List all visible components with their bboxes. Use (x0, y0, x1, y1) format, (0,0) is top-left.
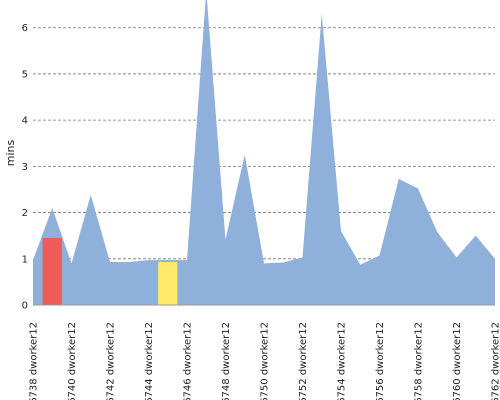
y-tick-label: 5 (22, 69, 28, 80)
x-tick-label: #6740 dworker12 (67, 322, 78, 400)
x-tick-label: #6742 dworker12 (106, 322, 117, 400)
y-tick-label: 6 (22, 23, 28, 34)
x-tick-label: #6760 dworker12 (452, 322, 463, 400)
y-tick-label: 2 (22, 208, 28, 219)
x-tick-label: #6758 dworker12 (414, 322, 425, 400)
highlight-bars (42, 237, 178, 305)
highlight-bar-1 (158, 262, 178, 305)
x-tick-label: #6754 dworker12 (337, 322, 348, 400)
x-tick-label: #6762 dworker12 (491, 322, 500, 400)
x-tick-labels: #6738 dworker12 #6740 dworker12 #6742 dwor… (29, 322, 500, 400)
x-tick-label: #6752 dworker12 (298, 322, 309, 400)
y-tick-labels: 0 1 2 3 4 5 6 (22, 23, 28, 311)
x-tick-label: #6746 dworker12 (183, 322, 194, 400)
y-tick-label: 1 (22, 254, 28, 265)
y-tick-label: 0 (22, 301, 28, 312)
x-tick-label: #6756 dworker12 (375, 322, 386, 400)
y-tick-label: 3 (22, 162, 28, 173)
area-series (33, 0, 495, 305)
x-tick-label: #6738 dworker12 (29, 322, 40, 400)
y-axis-title: mins (4, 139, 17, 166)
x-tick-label: #6744 dworker12 (144, 322, 155, 400)
x-tick-label: #6748 dworker12 (221, 322, 232, 400)
y-tick-label: 4 (22, 116, 28, 127)
highlight-bar-0 (42, 237, 62, 305)
x-tick-label: #6750 dworker12 (260, 322, 271, 400)
area-series-fill (33, 0, 495, 305)
